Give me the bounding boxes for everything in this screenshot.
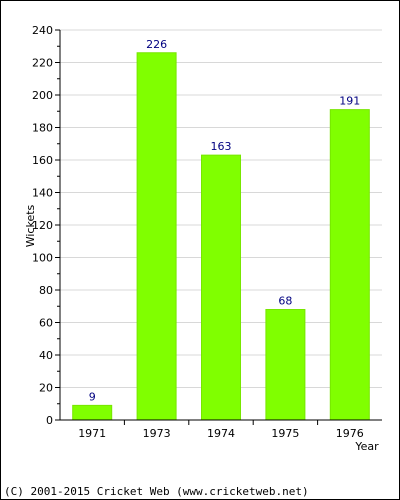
data-label-1976: 191 bbox=[339, 95, 360, 108]
y-tick-label: 180 bbox=[32, 122, 53, 135]
x-tick-label-1975: 1975 bbox=[271, 427, 299, 440]
bar-1973 bbox=[136, 52, 177, 421]
x-tick-label-1971: 1971 bbox=[78, 427, 106, 440]
data-label-1973: 226 bbox=[146, 38, 167, 51]
y-axis-title: Wickets bbox=[24, 204, 37, 247]
bar-1974 bbox=[201, 154, 241, 421]
data-label-1974: 163 bbox=[211, 140, 232, 153]
y-tick-label: 60 bbox=[39, 317, 53, 330]
x-tick-label-1976: 1976 bbox=[336, 427, 364, 440]
y-tick-label: 120 bbox=[32, 219, 53, 232]
y-tick-label: 100 bbox=[32, 252, 53, 265]
data-label-1975: 68 bbox=[278, 295, 292, 308]
labels: 0 20 40 60 80 100 120 140 160 180 200 220 240 9 1971 22… bbox=[32, 24, 364, 440]
y-tick-label: 80 bbox=[39, 284, 53, 297]
bar-1971 bbox=[72, 404, 113, 421]
data-label-1971: 9 bbox=[89, 390, 96, 403]
x-axis-title: Year bbox=[354, 440, 379, 453]
bar-1975 bbox=[265, 309, 306, 421]
bar-1976 bbox=[329, 109, 370, 421]
y-tick-label: 20 bbox=[39, 382, 53, 395]
x-tick-label-1973: 1973 bbox=[143, 427, 171, 440]
copyright-footer: (C) 2001-2015 Cricket Web (www.cricketwe… bbox=[4, 485, 309, 498]
y-tick-label: 240 bbox=[32, 24, 53, 37]
y-tick-label: 40 bbox=[39, 349, 53, 362]
y-tick-label: 0 bbox=[46, 414, 53, 427]
y-tick-label: 140 bbox=[32, 187, 53, 200]
grid-lines bbox=[60, 29, 382, 388]
bars bbox=[72, 52, 370, 421]
y-tick-label: 200 bbox=[32, 89, 53, 102]
axes bbox=[55, 29, 382, 425]
y-tick-label: 160 bbox=[32, 154, 53, 167]
x-tick-label-1974: 1974 bbox=[207, 427, 235, 440]
y-tick-label: 220 bbox=[32, 57, 53, 70]
